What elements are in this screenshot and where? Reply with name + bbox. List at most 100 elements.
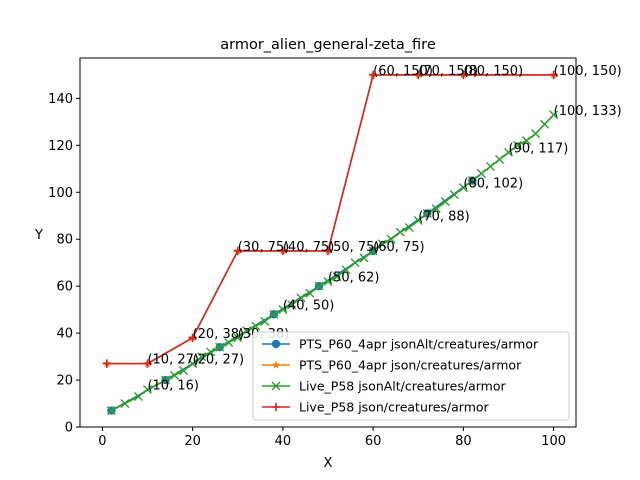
data-point xyxy=(350,258,360,268)
y-tick-label: 120 xyxy=(48,139,73,154)
data-label: (40, 50) xyxy=(283,299,335,314)
data-point xyxy=(323,246,333,256)
legend: PTS_P60_4apr jsonAlt/creatures/armor PTS_… xyxy=(252,331,570,421)
y-tick-label: 100 xyxy=(48,186,73,201)
legend-label: PTS_P60_4apr json/creatures/armor xyxy=(299,358,522,373)
data-label: (40, 75) xyxy=(283,240,335,255)
data-point xyxy=(278,305,288,315)
data-point xyxy=(458,183,468,193)
data-point xyxy=(485,161,495,171)
data-point xyxy=(296,293,306,303)
data-point xyxy=(323,276,333,286)
data-point xyxy=(431,204,441,214)
x-tick-label: 40 xyxy=(275,434,292,449)
data-point xyxy=(278,246,288,256)
data-point xyxy=(395,227,405,237)
y-tick-label: 60 xyxy=(56,280,73,295)
data-point xyxy=(197,352,207,362)
data-point xyxy=(531,129,541,139)
data-label: (70, 88) xyxy=(418,209,470,224)
data-point xyxy=(260,316,270,326)
data-point xyxy=(179,366,189,376)
legend-marker xyxy=(271,360,281,369)
data-point xyxy=(422,208,432,218)
data-point xyxy=(242,326,252,336)
data-point xyxy=(522,136,532,146)
data-point xyxy=(106,406,116,416)
data-label: (20, 38) xyxy=(193,327,245,342)
data-point xyxy=(170,370,180,380)
chart-title: armor_alien_general-zeta_fire xyxy=(220,37,436,53)
data-point xyxy=(549,110,559,120)
legend-entry: Live_P58 json/creatures/armor xyxy=(262,400,490,415)
data-point xyxy=(504,147,514,157)
data-point xyxy=(188,333,197,343)
data-point xyxy=(440,197,450,207)
data-point xyxy=(133,391,143,401)
data-point xyxy=(549,70,558,80)
x-tick-label: 100 xyxy=(541,434,566,449)
data-label: (90, 117) xyxy=(509,141,569,156)
legend-entry: PTS_P60_4apr json/creatures/armor xyxy=(262,358,522,373)
data-point xyxy=(404,222,414,232)
data-point xyxy=(476,168,486,178)
data-point xyxy=(368,246,378,256)
data-point xyxy=(233,246,242,256)
data-label: (80, 150) xyxy=(463,64,523,79)
data-point xyxy=(449,190,459,200)
data-point xyxy=(224,338,234,347)
y-tick-label: 80 xyxy=(56,233,73,248)
data-point xyxy=(495,154,504,164)
x-tick-label: 20 xyxy=(184,434,201,449)
data-label: (10, 16) xyxy=(147,378,199,393)
legend-marker xyxy=(271,381,281,391)
data-label: (80, 102) xyxy=(463,177,523,192)
data-point xyxy=(332,272,342,282)
y-tick-label: 40 xyxy=(56,327,73,342)
series-layer xyxy=(102,70,559,416)
x-tick-label: 0 xyxy=(98,434,106,449)
data-point xyxy=(233,333,243,343)
data-label: (20, 27) xyxy=(193,353,245,368)
data-point xyxy=(459,70,468,80)
data-point xyxy=(215,342,225,352)
series-3 xyxy=(106,110,559,416)
legend-marker xyxy=(271,402,281,412)
data-point xyxy=(143,359,152,368)
data-label: (100, 133) xyxy=(554,104,622,119)
legend-entry: PTS_P60_4apr jsonAlt/creatures/armor xyxy=(262,337,539,352)
data-point xyxy=(269,309,279,319)
x-tick-label: 60 xyxy=(365,434,382,449)
y-tick-label: 20 xyxy=(56,374,73,389)
legend-marker xyxy=(271,339,281,349)
data-point xyxy=(120,399,130,409)
axes: 0 20 40 60 80 100 0 20 40 60 80 100 120 140 xyxy=(48,57,577,449)
data-label: (50, 62) xyxy=(328,270,380,285)
data-label: (50, 75) xyxy=(328,240,380,255)
legend-label: Live_P58 jsonAlt/creatures/armor xyxy=(299,379,506,394)
series-4 xyxy=(102,70,558,368)
data-point xyxy=(314,281,324,291)
data-point xyxy=(206,347,216,357)
data-point xyxy=(142,384,152,394)
y-tick-label: 0 xyxy=(65,421,73,436)
data-point xyxy=(341,265,351,275)
data-label: (60, 150) xyxy=(373,64,433,79)
series-line xyxy=(106,74,554,365)
data-point xyxy=(305,288,315,298)
data-label: (10, 27) xyxy=(147,353,199,368)
data-point xyxy=(386,234,396,244)
y-tick-label: 140 xyxy=(48,92,73,107)
x-axis-label: X xyxy=(324,456,333,471)
legend-label: Live_P58 json/creatures/armor xyxy=(299,400,490,415)
data-point xyxy=(377,239,387,249)
data-point xyxy=(513,140,523,150)
data-point xyxy=(540,119,550,129)
data-point xyxy=(368,70,378,80)
data-point xyxy=(413,215,423,225)
x-tick-label: 80 xyxy=(455,434,472,449)
legend-entry: Live_P58 jsonAlt/creatures/armor xyxy=(262,379,506,394)
data-point xyxy=(251,321,261,331)
data-point xyxy=(287,300,297,310)
data-label: (30, 75) xyxy=(238,240,289,255)
